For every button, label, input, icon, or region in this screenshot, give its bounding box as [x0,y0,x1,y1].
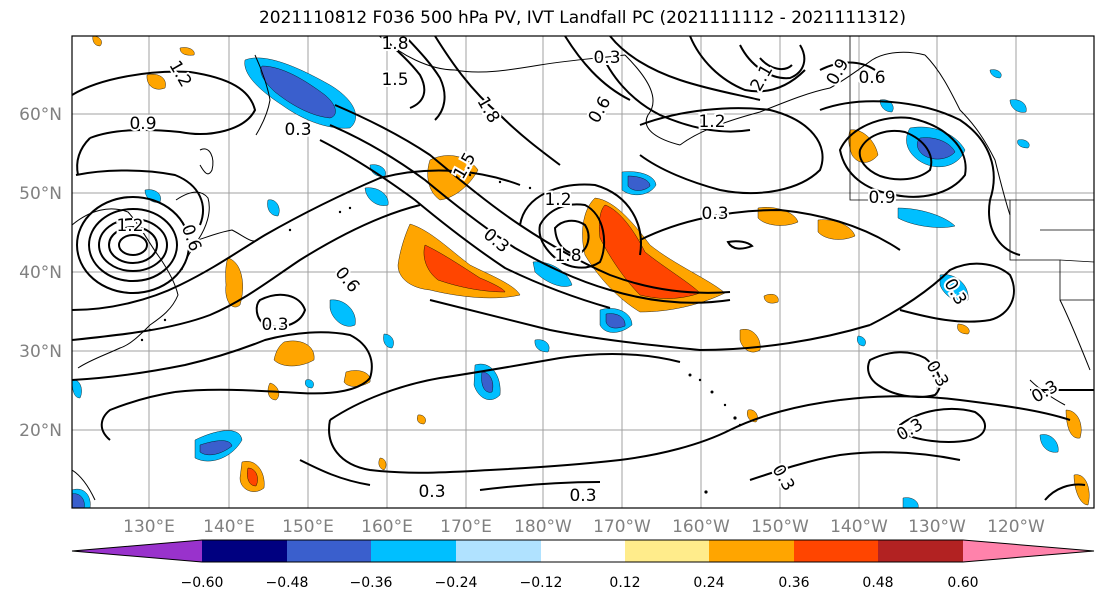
colorbar-swatch [202,540,287,562]
lon-label-180w: 180°W [514,517,572,537]
colorbar-tick: 0.48 [862,575,893,591]
contour-label: 0.3 [569,486,596,506]
contour-label: 1.2 [544,190,571,210]
colorbar-outline [71,539,1095,563]
colorbar-swatch [72,540,202,562]
lon-label-150e: 150°E [282,517,334,537]
map-frame [71,35,1095,509]
colorbar-swatch [456,540,541,562]
colorbar [71,539,1095,563]
colorbar-tick: −0.48 [266,575,309,591]
colorbar-swatch [878,540,963,562]
contour-label: 0.6 [858,68,885,88]
positive-anomaly-shading [92,36,1090,506]
colorbar-tick: −0.36 [350,575,393,591]
lon-label-160e: 160°E [361,517,413,537]
lon-label-140w: 140°W [830,517,888,537]
contour-label: 1.2 [698,112,725,132]
colorbar-swatch [709,540,794,562]
colorbar-swatch [794,540,878,562]
colorbar-tick: −0.24 [435,575,478,591]
lon-label-140e: 140°E [203,517,255,537]
pv-contours [72,36,1094,501]
lat-label-30n: 30°N [19,342,62,362]
lon-label-130w: 130°W [908,517,966,537]
colorbar-swatch [541,540,625,562]
lon-label-160w: 160°W [672,517,730,537]
contour-label: 0.3 [593,48,620,68]
colorbar-swatch [287,540,371,562]
colorbar-swatch [963,540,1094,562]
colorbar-tick: −0.60 [181,575,224,591]
lon-label-170e: 170°E [440,517,492,537]
contour-label: 0.3 [701,204,728,224]
colorbar-tick: 0.24 [693,575,724,591]
lon-label-170w: 170°W [593,517,651,537]
colorbar-tick-labels: −0.60 −0.48 −0.36 −0.24 −0.12 0.12 0.24 … [181,575,979,591]
lon-label-120w: 120°W [987,517,1045,537]
contour-label: 0.3 [284,120,311,140]
colorbar-tick: 0.60 [947,575,978,591]
contour-label: 1.8 [554,246,581,266]
political-borders [849,36,1094,301]
contour-label: 1.2 [116,216,143,236]
lon-label-130e: 130°E [123,517,175,537]
contour-label: 1.8 [381,34,408,54]
lat-axis: 60°N 50°N 40°N 30°N 20°N [19,105,62,441]
contour-label: 0.9 [129,114,156,134]
colorbar-swatch [625,540,709,562]
colorbar-swatch [371,540,456,562]
lat-label-20n: 20°N [19,421,62,441]
contour-label: 0.9 [868,188,895,208]
lon-label-150w: 150°W [751,517,809,537]
contour-label: 1.5 [381,70,408,90]
lat-label-40n: 40°N [19,263,62,283]
map-title: 2021110812 F036 500 hPa PV, IVT Landfall… [258,8,906,28]
lon-axis: 130°E 140°E 150°E 160°E 170°E 180°W 170°… [123,517,1045,537]
colorbar-tick: −0.12 [520,575,563,591]
lat-gridlines [72,113,1094,431]
colorbar-tick: 0.12 [609,575,640,591]
colorbar-tick: 0.36 [778,575,809,591]
lat-label-60n: 60°N [19,105,62,125]
contour-label: 0.3 [261,315,288,335]
contour-label: 0.3 [418,482,445,502]
negative-anomaly-shading [72,57,1059,508]
lat-label-50n: 50°N [19,184,62,204]
